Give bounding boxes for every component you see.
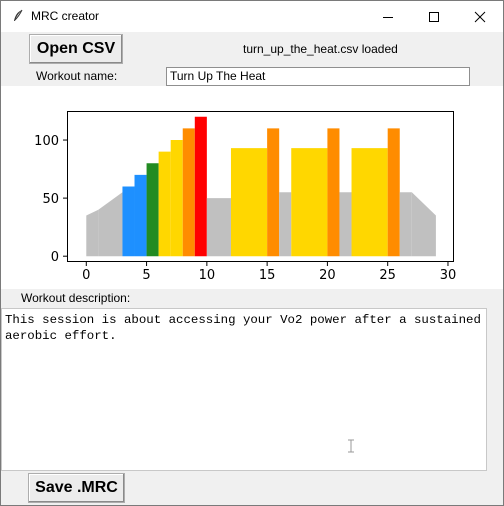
x-tick-label: 5 xyxy=(142,268,150,283)
chart-bar xyxy=(327,128,340,257)
open-csv-button[interactable]: Open CSV xyxy=(29,34,123,64)
chart-bar xyxy=(146,163,159,257)
x-tick-label: 15 xyxy=(259,268,276,283)
chart-bar xyxy=(122,186,135,257)
chart-bar xyxy=(170,140,183,257)
workout-chart: 0 5 10 15 20 25 30 0 50 100 xyxy=(1,86,503,289)
chart-axes-frame xyxy=(67,111,454,262)
text-cursor-icon xyxy=(347,439,355,458)
chart-bar xyxy=(339,192,352,257)
chart-bar xyxy=(387,128,400,257)
chart-bar xyxy=(291,148,328,257)
workout-name-input[interactable]: Turn Up The Heat xyxy=(166,67,470,86)
chart-bar xyxy=(134,174,147,257)
textarea-scroll-gutter xyxy=(487,308,503,471)
y-tick-label: 50 xyxy=(42,192,59,207)
title-bar[interactable]: MRC creator xyxy=(1,1,503,32)
chart-bar xyxy=(158,151,171,257)
y-tick-label: 0 xyxy=(51,250,59,265)
save-mrc-button[interactable]: Save .MRC xyxy=(28,473,125,503)
x-tick-label: 10 xyxy=(199,268,216,283)
window-title: MRC creator xyxy=(31,9,100,23)
chart-bar xyxy=(399,192,412,257)
chart-bar xyxy=(98,192,123,257)
workout-chart-svg: 0 5 10 15 20 25 30 0 50 100 xyxy=(34,111,457,283)
x-tick-label: 25 xyxy=(379,268,396,283)
chart-bar xyxy=(194,116,207,257)
maximize-icon xyxy=(429,12,439,22)
chart-bar xyxy=(86,209,99,257)
minimize-button[interactable] xyxy=(365,1,411,32)
workout-description-textarea[interactable]: This session is about accessing your Vo2… xyxy=(1,308,487,471)
chart-bar xyxy=(411,192,436,257)
x-tick-label: 20 xyxy=(319,268,336,283)
y-tick-label: 100 xyxy=(34,134,59,149)
chart-bar xyxy=(279,192,292,257)
workout-name-label: Workout name: xyxy=(36,69,118,83)
chart-bar xyxy=(351,148,388,257)
chart-bar xyxy=(182,128,195,257)
feather-icon xyxy=(10,8,26,24)
maximize-button[interactable] xyxy=(411,1,457,32)
close-icon xyxy=(474,11,486,23)
chart-bar xyxy=(267,128,280,257)
workout-description-label: Workout description: xyxy=(21,291,131,305)
minimize-icon xyxy=(383,17,393,18)
chart-bar xyxy=(206,198,231,257)
x-tick-label: 30 xyxy=(440,268,457,283)
status-text: turn_up_the_heat.csv loaded xyxy=(243,42,398,56)
x-tick-label: 0 xyxy=(82,268,90,283)
chart-bar xyxy=(230,148,268,257)
close-button[interactable] xyxy=(457,1,503,32)
